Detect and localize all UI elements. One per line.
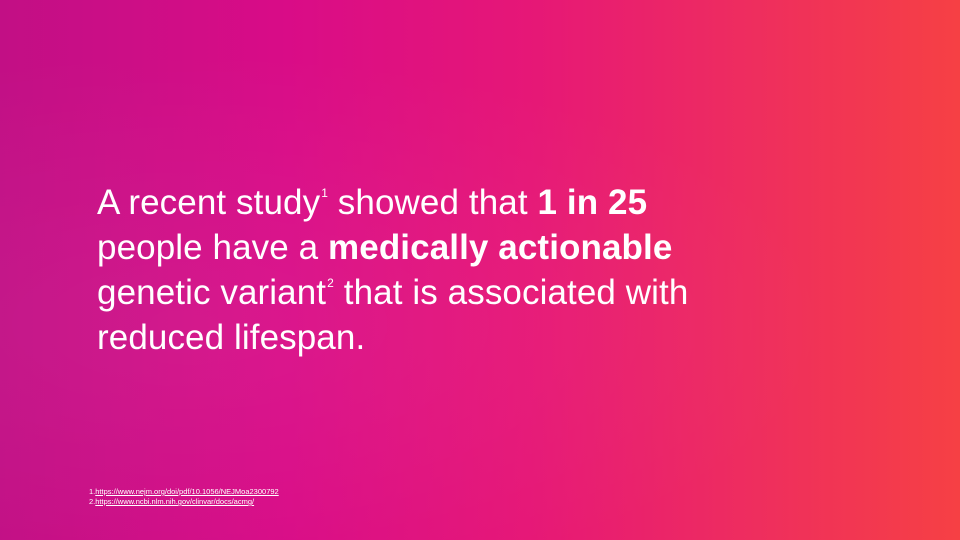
headline-statement: A recent study1 showed that 1 in 25 peop…: [97, 180, 817, 360]
statement-line-3: genetic variant2 that is associated with: [97, 270, 817, 315]
statement-line-1-prefix: A recent study: [97, 183, 321, 222]
statement-line-1-mid: showed that: [327, 183, 538, 222]
statement-line-3-prefix: genetic variant: [97, 273, 327, 312]
actionable-highlight: medically actionable: [328, 228, 673, 267]
footnote-1-number: 1.: [89, 487, 96, 496]
footnote-reference-1: 1: [321, 186, 328, 201]
statement-line-2: people have a medically actionable: [97, 225, 817, 270]
footnote-2-number: 2.: [89, 497, 96, 506]
footnote-2: 2.https://www.ncbi.nlm.nih.gov/clinvar/d…: [89, 497, 279, 507]
statistic-highlight: 1 in 25: [537, 183, 648, 222]
footnote-1-link[interactable]: https://www.nejm.org/doi/pdf/10.1056/NEJ…: [95, 487, 279, 496]
footnotes: 1.https://www.nejm.org/doi/pdf/10.1056/N…: [89, 487, 279, 507]
statement-line-4: reduced lifespan.: [97, 318, 366, 357]
statement-line-1: A recent study1 showed that 1 in 25: [97, 180, 817, 225]
statement-line-2-prefix: people have a: [97, 228, 329, 267]
footnote-reference-2: 2: [327, 276, 334, 291]
statement-line-3-suffix: that is associated with: [333, 273, 689, 312]
footnote-1: 1.https://www.nejm.org/doi/pdf/10.1056/N…: [89, 487, 279, 497]
footnote-2-link[interactable]: https://www.ncbi.nlm.nih.gov/clinvar/doc…: [95, 497, 255, 506]
